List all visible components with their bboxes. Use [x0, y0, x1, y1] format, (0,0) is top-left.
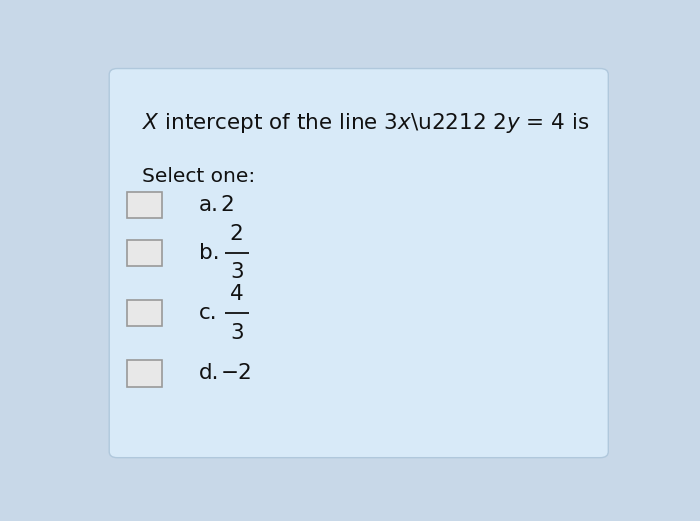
- Bar: [127, 240, 162, 266]
- FancyBboxPatch shape: [109, 69, 608, 457]
- Text: 3: 3: [230, 322, 244, 342]
- Text: 3: 3: [230, 263, 244, 282]
- Text: d.: d.: [199, 364, 219, 383]
- Bar: [127, 192, 162, 218]
- Text: c.: c.: [199, 303, 217, 323]
- Text: b.: b.: [199, 243, 219, 263]
- Bar: [127, 360, 162, 387]
- Text: 2: 2: [220, 195, 234, 215]
- Text: Select one:: Select one:: [141, 167, 255, 186]
- Text: $\mathit{X}$ intercept of the line 3$\mathit{x}$\u2212 2$\mathit{y}$ = 4 is: $\mathit{X}$ intercept of the line 3$\ma…: [141, 110, 589, 134]
- Text: 2: 2: [230, 224, 244, 244]
- Text: −2: −2: [220, 364, 252, 383]
- Text: 4: 4: [230, 284, 244, 304]
- Bar: [127, 300, 162, 327]
- Text: a.: a.: [199, 195, 218, 215]
